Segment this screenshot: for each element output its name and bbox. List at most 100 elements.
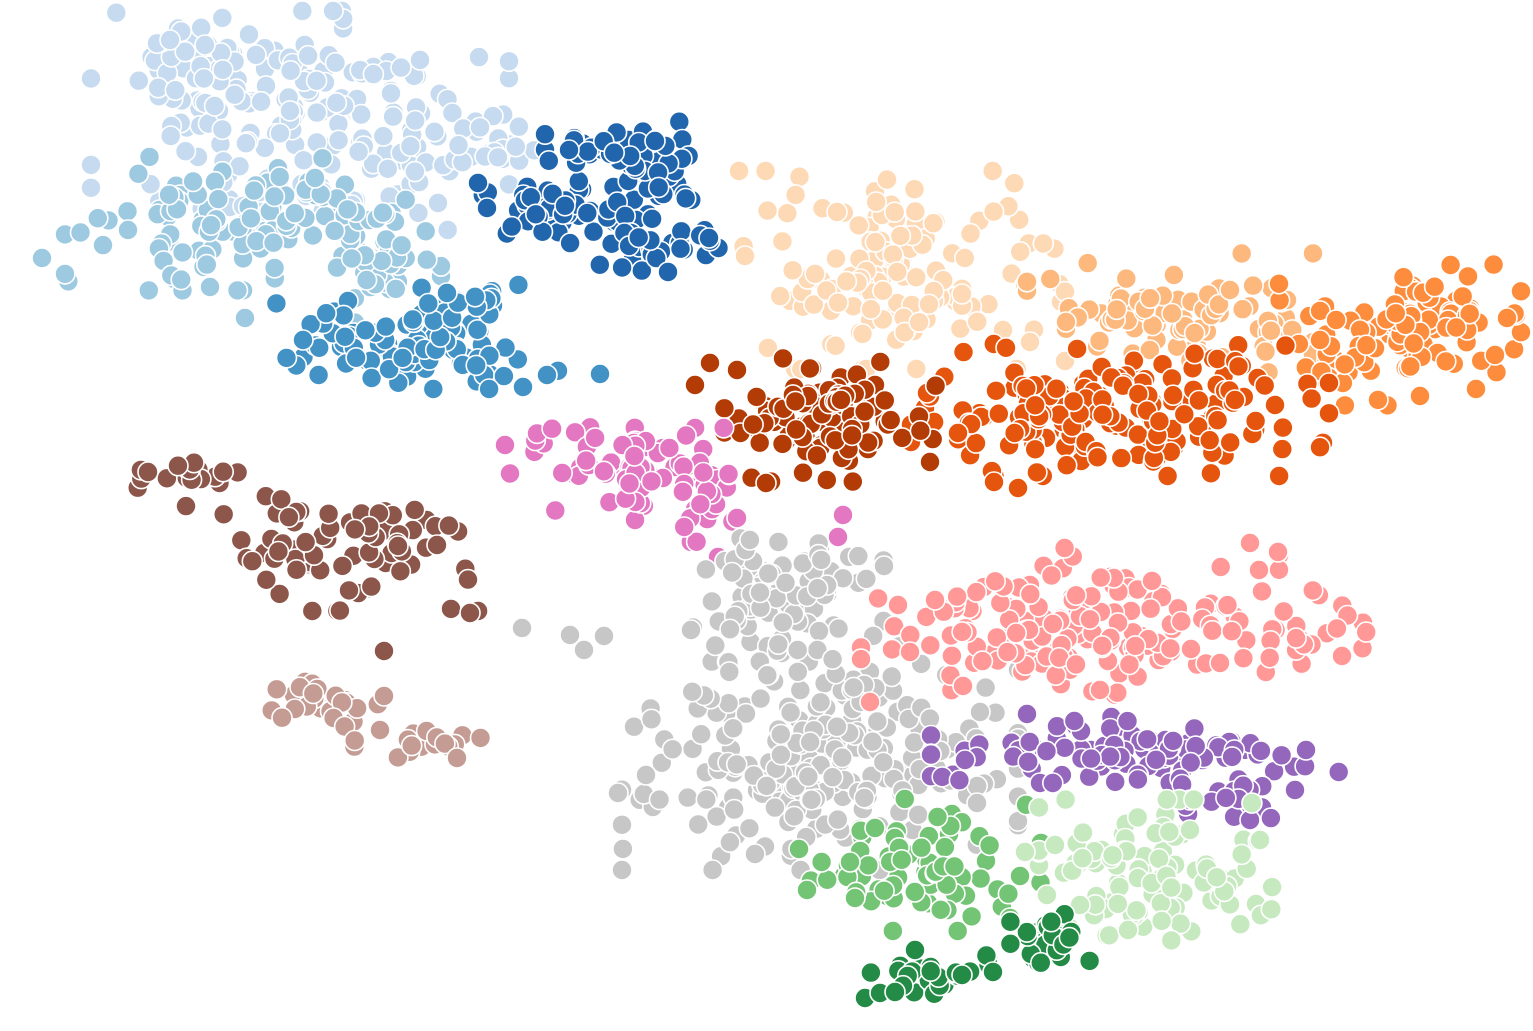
data-point: [1062, 390, 1085, 413]
data-point: [399, 135, 422, 157]
data-point: [589, 363, 611, 385]
data-point: [1107, 893, 1129, 915]
series-4: [728, 160, 1076, 380]
data-point: [340, 247, 363, 270]
data-point: [924, 589, 946, 611]
data-point: [245, 44, 267, 66]
data-point: [1457, 265, 1479, 288]
data-point: [748, 431, 771, 454]
data-point: [1205, 866, 1228, 889]
data-point: [860, 961, 882, 984]
data-point: [984, 570, 1007, 593]
data-point: [883, 201, 906, 223]
data-point: [769, 285, 792, 307]
data-point: [268, 166, 291, 188]
data-point: [69, 221, 92, 244]
data-point: [1053, 537, 1076, 559]
data-point: [1063, 710, 1086, 732]
data-point: [468, 46, 490, 68]
data-point: [1170, 610, 1193, 633]
data-point: [494, 434, 516, 456]
data-point: [881, 638, 903, 661]
data-point: [880, 665, 903, 688]
data-point: [853, 787, 876, 809]
data-point: [279, 60, 302, 82]
data-point: [1139, 597, 1162, 620]
data-point: [1249, 829, 1271, 851]
data-point: [360, 367, 383, 389]
data-point: [422, 378, 445, 400]
data-point: [270, 488, 293, 511]
data-point: [373, 685, 395, 707]
data-point: [872, 279, 894, 302]
data-point: [1242, 274, 1264, 297]
data-point: [722, 717, 745, 740]
data-point: [827, 617, 850, 640]
data-point: [789, 679, 812, 701]
data-point: [1355, 621, 1377, 643]
data-point: [618, 472, 641, 495]
data-point: [415, 248, 438, 271]
data-point: [674, 187, 697, 210]
data-point: [1104, 771, 1126, 793]
data-point: [80, 67, 102, 90]
data-point: [983, 471, 1005, 493]
data-point: [934, 836, 956, 858]
data-point: [712, 417, 735, 439]
data-point: [376, 158, 399, 180]
data-point: [839, 851, 861, 873]
data-point: [534, 123, 556, 145]
data-point: [1039, 268, 1062, 290]
data-point: [1086, 446, 1109, 469]
data-point: [500, 215, 523, 238]
data-point: [816, 868, 839, 891]
data-point: [499, 462, 521, 485]
data-point: [345, 346, 367, 369]
data-point: [355, 269, 378, 291]
data-point: [903, 178, 926, 200]
data-point: [689, 493, 712, 516]
data-point: [922, 212, 945, 234]
data-point: [564, 421, 586, 444]
data-point: [1325, 309, 1347, 331]
data-point: [1392, 266, 1415, 289]
data-point: [905, 358, 928, 380]
data-point: [799, 731, 822, 753]
data-point: [1162, 384, 1184, 407]
data-point: [1080, 747, 1102, 770]
data-point: [372, 201, 394, 224]
data-point: [847, 545, 870, 567]
data-point: [194, 34, 216, 56]
data-point: [1040, 564, 1063, 587]
data-point: [757, 337, 779, 359]
data-point: [434, 732, 456, 755]
data-point: [1016, 703, 1038, 725]
data-point: [952, 341, 975, 363]
data-point: [997, 882, 1020, 905]
data-point: [1099, 745, 1121, 768]
data-point: [687, 813, 710, 836]
data-point: [292, 329, 314, 351]
data-point: [1019, 583, 1042, 606]
data-point: [982, 200, 1005, 223]
data-point: [1264, 394, 1286, 416]
data-point: [969, 701, 991, 723]
data-point: [1179, 819, 1201, 841]
data-point: [1260, 898, 1283, 921]
data-point: [1091, 403, 1114, 426]
data-point: [426, 534, 448, 556]
data-point: [369, 719, 391, 741]
data-point: [831, 746, 854, 769]
data-point: [511, 617, 533, 639]
data-point: [167, 454, 189, 477]
data-point: [847, 214, 870, 237]
data-point: [966, 310, 989, 333]
data-point: [238, 23, 260, 46]
series-10: [126, 451, 489, 662]
data-point: [305, 101, 328, 124]
data-point: [861, 730, 884, 753]
data-point: [1484, 344, 1506, 366]
data-point: [241, 550, 264, 573]
data-point: [1284, 779, 1306, 801]
data-point: [951, 621, 973, 643]
